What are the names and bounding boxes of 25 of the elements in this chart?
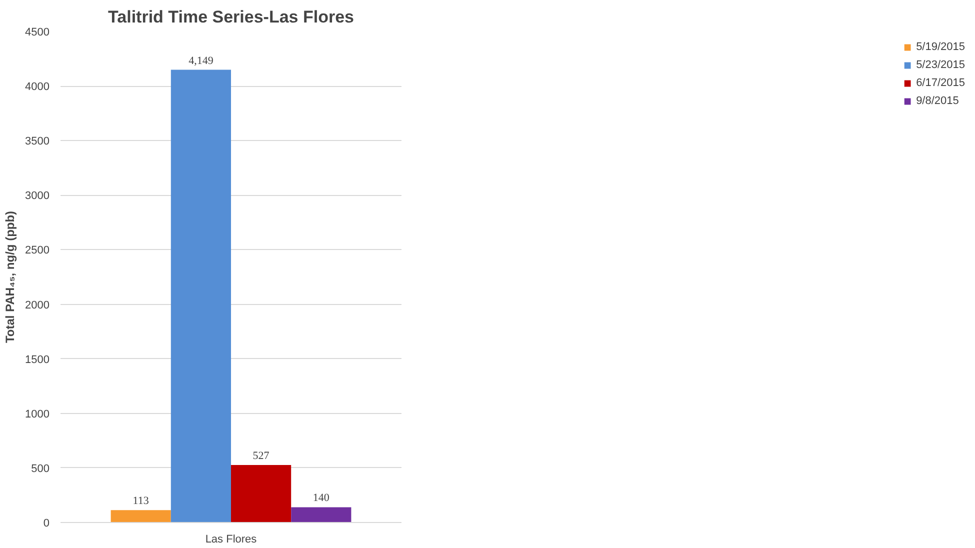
legend-label: 5/19/2015 [916,41,965,53]
data-label: 527 [252,450,270,462]
bar [291,507,352,522]
x-tick-label: Las Flores [205,534,258,546]
data-label: 113 [132,495,150,508]
y-tick-label: 2500 [25,244,50,257]
legend-label: 6/17/2015 [916,77,965,89]
legend-label: 9/8/2015 [916,95,959,107]
y-tick-label: 4500 [25,26,50,38]
y-tick-label: 2000 [25,299,50,312]
data-label: 4,149 [188,54,214,67]
y-tick-label: 500 [31,462,50,475]
chart-title: Talitrid Time Series-Las Flores [108,8,354,26]
bar [231,465,292,522]
y-tick-label: 3500 [25,136,50,148]
bar [110,510,171,522]
y-tick-label: 4000 [25,81,50,94]
y-tick-label: 1500 [25,354,50,366]
y-tick-label: 1000 [25,408,50,420]
y-tick-label: 3000 [25,190,50,202]
y-tick-label: 0 [43,518,50,530]
data-label: 140 [312,492,330,504]
legend-label: 5/23/2015 [916,59,965,71]
y-axis-title: Total PAH₄₅, ng/g (ppb) [3,210,18,344]
bar [170,70,231,522]
